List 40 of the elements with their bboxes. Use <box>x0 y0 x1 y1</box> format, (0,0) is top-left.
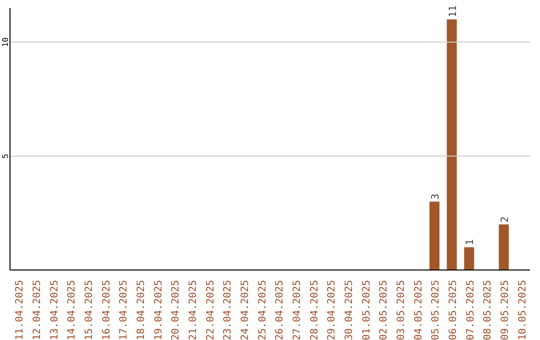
x-tick-label: 15.04.2025 <box>84 280 95 340</box>
x-tick-label: 14.04.2025 <box>66 280 78 340</box>
x-tick-label: 20.04.2025 <box>170 280 182 340</box>
y-tick-label: 10 <box>1 37 10 47</box>
y-tick-label: 5 <box>1 154 10 158</box>
x-tick-label: 07.05.2025 <box>465 280 476 340</box>
x-tick-label: 21.04.2025 <box>188 280 199 340</box>
x-tick-label: 28.04.2025 <box>309 280 320 340</box>
x-tick-label: 22.04.2025 <box>205 280 216 340</box>
data-label: 1 <box>465 239 476 246</box>
x-tick-label: 24.04.2025 <box>240 280 251 340</box>
bar <box>429 202 440 270</box>
x-tick-label: 03.05.2025 <box>396 280 407 340</box>
x-tick-label: 16.04.2025 <box>101 280 112 340</box>
x-tick-label: 30.04.2025 <box>344 280 355 340</box>
x-tick-label: 05.05.2025 <box>430 280 442 340</box>
bar <box>498 224 509 270</box>
x-tick-label: 02.05.2025 <box>378 280 390 340</box>
x-tick-label: 19.04.2025 <box>153 280 164 340</box>
x-tick-label: 09.05.2025 <box>500 280 511 340</box>
bar <box>446 19 457 270</box>
x-tick-label: 06.05.2025 <box>448 280 459 340</box>
x-tick-label: 26.04.2025 <box>274 280 286 340</box>
x-tick-label: 12.04.2025 <box>32 280 43 340</box>
x-tick-label: 04.05.2025 <box>413 280 424 340</box>
x-tick-label: 25.04.2025 <box>257 280 268 340</box>
x-tick-label: 18.04.2025 <box>136 280 147 340</box>
x-tick-label: 29.04.2025 <box>326 280 338 340</box>
x-tick-label: 27.04.2025 <box>292 280 303 340</box>
x-tick-label: 17.04.2025 <box>118 280 130 340</box>
data-label: 11 <box>448 5 459 18</box>
x-tick-label: 13.04.2025 <box>49 280 60 340</box>
x-tick-label: 01.05.2025 <box>361 280 372 340</box>
x-tick-label: 11.04.2025 <box>14 280 26 340</box>
data-label: 3 <box>430 194 442 200</box>
x-tick-label: 10.05.2025 <box>517 280 528 340</box>
x-tick-label: 23.04.2025 <box>222 280 234 340</box>
data-label: 2 <box>500 216 511 222</box>
x-tick-label: 08.05.2025 <box>482 280 494 340</box>
bar <box>464 247 474 270</box>
